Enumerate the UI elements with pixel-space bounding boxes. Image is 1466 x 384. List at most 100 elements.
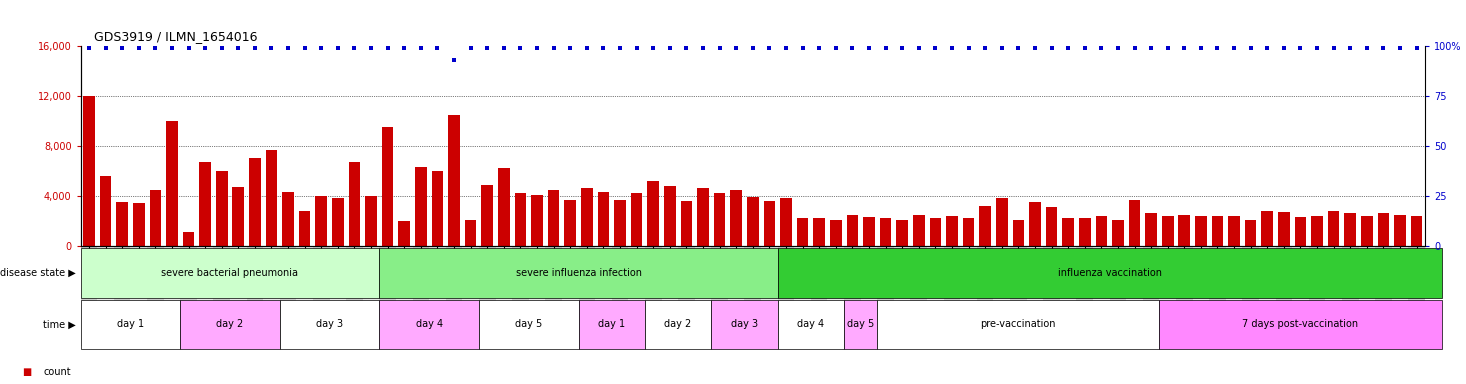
Bar <box>844 246 861 346</box>
Bar <box>1212 216 1223 246</box>
Bar <box>1242 246 1259 346</box>
Bar <box>1063 218 1075 246</box>
Bar <box>1076 246 1094 346</box>
Point <box>1039 45 1063 51</box>
Bar <box>430 246 446 346</box>
Bar <box>1410 216 1422 246</box>
Bar <box>927 246 944 346</box>
Bar <box>748 197 758 246</box>
Point <box>277 45 301 51</box>
Bar <box>412 246 430 346</box>
Text: day 2: day 2 <box>217 319 243 329</box>
Point <box>128 45 151 51</box>
Bar <box>714 194 726 246</box>
Point <box>493 45 516 51</box>
Bar <box>944 246 960 346</box>
Bar <box>548 190 560 246</box>
Bar <box>664 186 676 246</box>
Point <box>1089 45 1113 51</box>
Bar <box>645 300 711 349</box>
Bar <box>396 246 412 346</box>
Bar <box>1209 246 1226 346</box>
Bar <box>1195 216 1207 246</box>
Bar <box>976 246 994 346</box>
Bar <box>648 181 660 246</box>
Bar <box>545 246 561 346</box>
Point <box>227 45 251 51</box>
Point <box>1239 45 1262 51</box>
Bar <box>679 246 695 346</box>
Bar <box>611 246 629 346</box>
Bar <box>1160 246 1176 346</box>
Bar <box>365 196 377 246</box>
Bar <box>645 246 661 346</box>
Point <box>542 45 566 51</box>
Bar <box>581 188 592 246</box>
Bar <box>498 168 510 246</box>
Bar <box>614 200 626 246</box>
Point <box>740 45 765 51</box>
Bar <box>894 246 910 346</box>
Bar <box>1193 246 1209 346</box>
Bar <box>230 246 246 346</box>
Point <box>144 45 167 51</box>
Bar <box>814 218 825 246</box>
Point <box>1272 45 1296 51</box>
Point <box>973 45 997 51</box>
Bar <box>512 246 529 346</box>
Bar <box>1145 214 1157 246</box>
Bar <box>465 220 476 246</box>
Bar <box>994 246 1010 346</box>
Point <box>940 45 963 51</box>
Bar <box>1060 246 1076 346</box>
Bar <box>199 162 211 246</box>
Point <box>774 45 798 51</box>
Point <box>443 57 466 63</box>
Point <box>674 45 698 51</box>
Text: ■: ■ <box>22 367 31 377</box>
Bar <box>844 300 877 349</box>
Bar <box>479 300 579 349</box>
Bar <box>811 246 827 346</box>
Bar <box>695 246 711 346</box>
Point <box>1338 45 1362 51</box>
Point <box>509 45 532 51</box>
Point <box>1139 45 1163 51</box>
Point <box>608 45 632 51</box>
Bar <box>415 167 427 246</box>
Bar <box>81 246 97 346</box>
Point <box>559 45 582 51</box>
Bar <box>1328 211 1340 246</box>
Bar <box>446 246 462 346</box>
Point <box>708 45 732 51</box>
Bar <box>1359 246 1375 346</box>
Point <box>259 45 283 51</box>
Bar <box>1344 214 1356 246</box>
Bar <box>1375 246 1391 346</box>
Bar <box>380 246 396 346</box>
Bar <box>431 171 443 246</box>
Bar <box>764 201 776 246</box>
Bar <box>1110 246 1126 346</box>
Bar <box>180 300 280 349</box>
Bar <box>1094 246 1110 346</box>
Bar <box>1129 200 1141 246</box>
Point <box>160 45 183 51</box>
Bar <box>280 246 296 346</box>
Point <box>343 45 366 51</box>
Text: day 3: day 3 <box>317 319 343 329</box>
Text: influenza vaccination: influenza vaccination <box>1057 268 1161 278</box>
Point <box>78 45 101 51</box>
Bar <box>1259 246 1275 346</box>
Bar <box>1292 246 1309 346</box>
Point <box>1107 45 1130 51</box>
Point <box>840 45 863 51</box>
Point <box>874 45 897 51</box>
Bar <box>283 192 293 246</box>
Bar <box>1309 246 1325 346</box>
Bar <box>960 246 976 346</box>
Point <box>1057 45 1080 51</box>
Point <box>1007 45 1031 51</box>
Bar <box>745 246 761 346</box>
Point <box>575 45 598 51</box>
